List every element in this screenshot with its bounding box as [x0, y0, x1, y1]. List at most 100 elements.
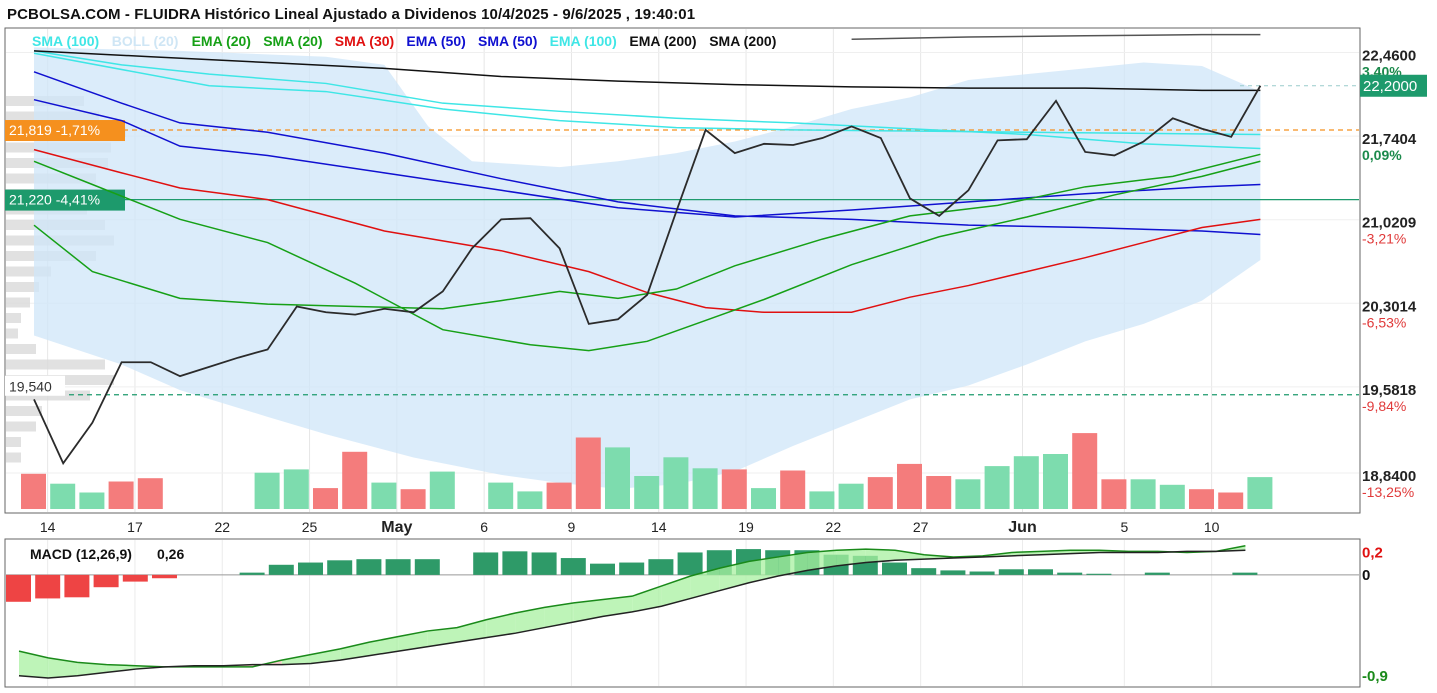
legend-item: EMA (20) [192, 33, 251, 49]
macd-histogram-bar [473, 552, 499, 575]
pct-label: 0,09% [1362, 147, 1402, 163]
volume-bar [838, 483, 864, 509]
macd-fill [836, 549, 866, 566]
macd-label: MACD (12,26,9) [30, 546, 132, 562]
x-tick-label: 6 [480, 519, 488, 535]
macd-fill [573, 599, 603, 622]
x-tick-label: 22 [214, 519, 230, 535]
x-tick-label: May [381, 519, 412, 536]
macd-fill [340, 642, 370, 661]
macd-fill [311, 648, 341, 664]
volume-bar [546, 482, 572, 509]
level-badge [5, 120, 125, 142]
y-axis: 22,4600 21,7404 21,0209 20,3014 19,5818 18,84… [1360, 48, 1427, 500]
macd-histogram-bar [677, 552, 703, 575]
volume-bar [1013, 456, 1039, 509]
volume-bar [692, 468, 718, 509]
macd-histogram-bar [385, 559, 411, 575]
volume-bar [1043, 454, 1068, 509]
volume-bar [780, 470, 806, 509]
volume-bar [926, 476, 952, 509]
macd-fill [544, 602, 574, 628]
macd-histogram-bar [1028, 569, 1053, 575]
macd-fill [690, 568, 720, 599]
volume-profile-bar [6, 406, 42, 416]
x-tick-label: 27 [913, 519, 929, 535]
volume-bar [517, 491, 543, 509]
macd-panel: MACD (12,26,9) 0,26 0,2 0 -0,9 [6, 544, 1388, 685]
volume-bar [137, 478, 163, 509]
macd-panel-frame [4, 538, 1361, 688]
volume-bar [79, 492, 105, 509]
volume-bar [1101, 479, 1127, 509]
macd-fill [778, 552, 808, 576]
macd-histogram-bar [1232, 572, 1258, 575]
volume-profile-bar [6, 297, 30, 308]
volume-bar [342, 451, 368, 509]
level-badge [5, 189, 125, 211]
level-badge-label: 21,220 -4,41% [9, 192, 100, 208]
volume-profile-bar [6, 344, 36, 354]
macd-fill [632, 586, 662, 612]
volume-bar [254, 472, 280, 509]
macd-histogram-bar [298, 562, 323, 575]
macd-histogram-bar [648, 559, 674, 575]
volume-profile-bar [6, 421, 36, 432]
macd-histogram-bar [1057, 572, 1083, 575]
macd-histogram-bar [619, 562, 645, 575]
series-line [851, 33, 1261, 41]
macd-histogram-bar [1086, 573, 1112, 575]
series-line [33, 98, 1261, 218]
macd-histogram-bar [1144, 572, 1170, 575]
legend-item: SMA (30) [335, 33, 394, 49]
series-line [33, 50, 1261, 150]
bollinger-band [34, 47, 1261, 489]
macd-fill [106, 664, 136, 673]
x-tick-label: 5 [1120, 519, 1128, 535]
volume-bar [429, 471, 455, 509]
pct-label: -3,21% [1362, 231, 1406, 247]
macd-histogram-bar [940, 570, 966, 575]
volume-bar [1130, 479, 1156, 509]
macd-fill [19, 651, 49, 679]
legend-item: EMA (100) [550, 33, 617, 49]
legend-item: SMA (50) [478, 33, 537, 49]
x-tick-label: 9 [568, 519, 576, 535]
macd-fill [48, 657, 78, 679]
macd-histogram-bar [64, 574, 90, 598]
volume-bar [575, 437, 601, 509]
volume-bar [605, 447, 630, 509]
volume-bar [1072, 433, 1098, 509]
volume-bar [400, 489, 426, 509]
macd-histogram-bar [327, 560, 353, 575]
volume-bars [21, 433, 1273, 509]
x-tick-label: 25 [302, 519, 318, 535]
legend-item: EMA (200) [629, 33, 696, 49]
series-line [33, 50, 1261, 92]
macd-tick-label: 0,2 [1362, 544, 1383, 561]
volume-bar [21, 473, 46, 509]
series-line [33, 153, 1261, 310]
macd-histogram-bar [35, 574, 61, 599]
volume-bar [488, 482, 514, 509]
macd-histogram-bar [882, 562, 907, 575]
volume-bar [867, 477, 893, 509]
macd-fill [77, 662, 107, 676]
current-price-box [1360, 74, 1427, 97]
x-tick-label: 19 [738, 519, 754, 535]
legend-item: BOLL (20) [112, 33, 179, 49]
macd-histogram-bar [560, 558, 586, 575]
volume-bar [283, 469, 309, 509]
volume-profile-bar [6, 266, 51, 277]
macd-fill [486, 613, 516, 638]
price-line [33, 85, 1262, 466]
macd-histogram-bar [268, 564, 294, 575]
macd-histogram-bar [531, 552, 557, 575]
series-line [33, 160, 1261, 352]
volume-bar [721, 469, 747, 509]
macd-fill [807, 550, 837, 571]
legend-item: SMA (20) [263, 33, 322, 49]
macd-fill [603, 596, 633, 617]
current-price-label: 22,2000 [1363, 78, 1417, 95]
